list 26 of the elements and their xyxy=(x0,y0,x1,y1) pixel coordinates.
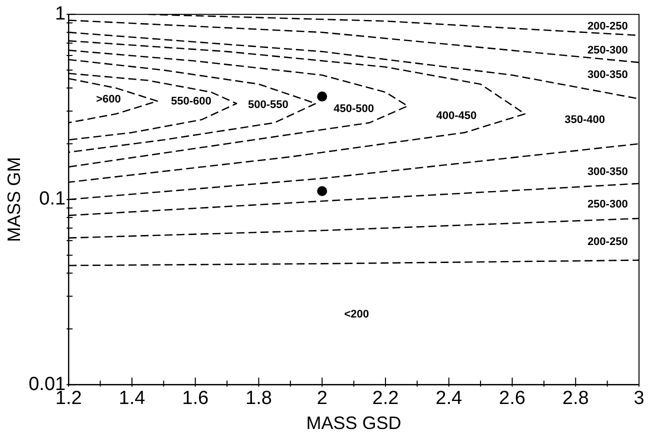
annotation: <200 xyxy=(344,308,370,320)
x-tick-label: 2.2 xyxy=(372,388,399,410)
y-axis-title: MASS GM xyxy=(4,156,24,242)
x-tick-label: 2.8 xyxy=(562,388,589,410)
y-tick-label: 1 xyxy=(55,4,66,25)
x-tick-label: 3 xyxy=(634,388,644,410)
annotation: 250-300 xyxy=(587,44,628,56)
y-tick-label: 0.1 xyxy=(39,188,66,210)
annotation: 500-550 xyxy=(248,99,288,112)
x-tick-label: 1.4 xyxy=(118,388,146,410)
x-tick-label: 2.4 xyxy=(436,388,462,410)
x-tick-label: 2.6 xyxy=(499,388,526,410)
annotation: 300-350 xyxy=(587,166,628,178)
annotation: 450-500 xyxy=(334,102,374,115)
annotation: 250-300 xyxy=(587,198,628,211)
x-tick-label: 1.6 xyxy=(182,388,209,410)
annotation: 400-450 xyxy=(436,110,477,122)
annotation: 200-250 xyxy=(587,236,628,248)
annotation: 200-250 xyxy=(587,20,628,33)
annotation: >600 xyxy=(96,94,121,106)
x-axis-title: MASS GSD xyxy=(306,413,402,434)
annotation: 550-600 xyxy=(171,95,212,108)
x-tick-label: 1.8 xyxy=(246,388,272,410)
x-tick-label: 2 xyxy=(316,388,328,410)
annotation: 350-400 xyxy=(564,114,605,126)
annotation: 300-350 xyxy=(587,68,628,81)
